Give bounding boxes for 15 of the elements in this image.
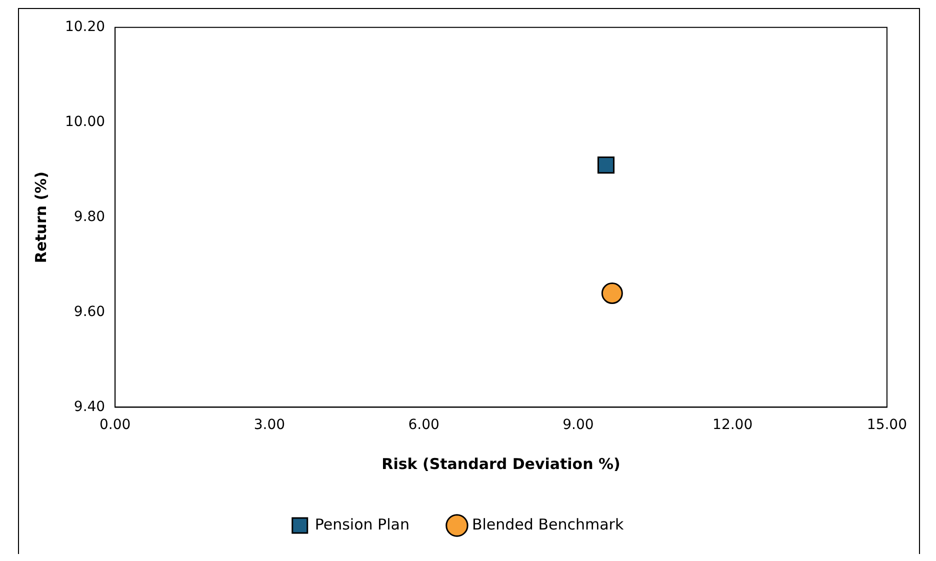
- x-tick-label: 9.00: [562, 417, 594, 434]
- y-tick-label: 10.20: [64, 19, 106, 36]
- y-tick-label: 9.80: [74, 208, 106, 225]
- x-tick-label: 6.00: [408, 417, 440, 434]
- legend-label: Pension Plan: [314, 515, 410, 534]
- legend-label: Blended Benchmark: [472, 515, 624, 534]
- x-tick-label: 12.00: [712, 417, 753, 434]
- y-axis-title: Return (%): [32, 171, 50, 264]
- y-tick-label: 9.40: [74, 398, 106, 415]
- y-tick-label: 9.60: [74, 304, 106, 320]
- x-tick-label: 15.00: [866, 417, 908, 434]
- x-tick-label: 3.00: [254, 417, 286, 434]
- y-tick-label: 10.00: [64, 114, 106, 130]
- x-axis-title: Risk (Standard Deviation %): [382, 454, 620, 473]
- x-tick-label: 0.00: [99, 417, 131, 434]
